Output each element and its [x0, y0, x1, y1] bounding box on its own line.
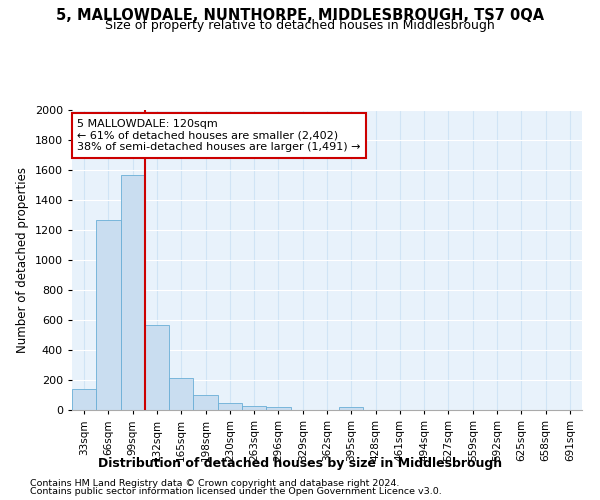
- Y-axis label: Number of detached properties: Number of detached properties: [16, 167, 29, 353]
- Bar: [266, 407, 290, 410]
- Text: Distribution of detached houses by size in Middlesbrough: Distribution of detached houses by size …: [98, 458, 502, 470]
- Text: Contains HM Land Registry data © Crown copyright and database right 2024.: Contains HM Land Registry data © Crown c…: [30, 478, 400, 488]
- Text: 5, MALLOWDALE, NUNTHORPE, MIDDLESBROUGH, TS7 0QA: 5, MALLOWDALE, NUNTHORPE, MIDDLESBROUGH,…: [56, 8, 544, 22]
- Bar: [121, 176, 145, 410]
- Bar: [72, 389, 96, 410]
- Bar: [339, 407, 364, 410]
- Text: 5 MALLOWDALE: 120sqm
← 61% of detached houses are smaller (2,402)
38% of semi-de: 5 MALLOWDALE: 120sqm ← 61% of detached h…: [77, 119, 361, 152]
- Text: Contains public sector information licensed under the Open Government Licence v3: Contains public sector information licen…: [30, 487, 442, 496]
- Bar: [193, 395, 218, 410]
- Bar: [96, 220, 121, 410]
- Bar: [145, 324, 169, 410]
- Bar: [218, 402, 242, 410]
- Bar: [242, 406, 266, 410]
- Text: Size of property relative to detached houses in Middlesbrough: Size of property relative to detached ho…: [105, 19, 495, 32]
- Bar: [169, 378, 193, 410]
